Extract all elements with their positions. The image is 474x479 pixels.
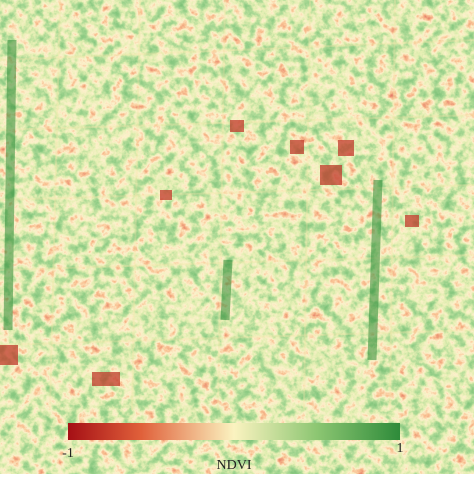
map-texture [0, 0, 474, 410]
green-corridors [3, 39, 383, 361]
ndvi-map [0, 0, 474, 411]
colorbar: -1 1 NDVI [62, 423, 404, 473]
colorbar-max: 1 [397, 441, 404, 456]
colorbar-gradient [68, 423, 400, 440]
built-patches [0, 120, 419, 386]
colorbar-title: NDVI [217, 458, 252, 473]
colorbar-min: -1 [62, 446, 74, 461]
